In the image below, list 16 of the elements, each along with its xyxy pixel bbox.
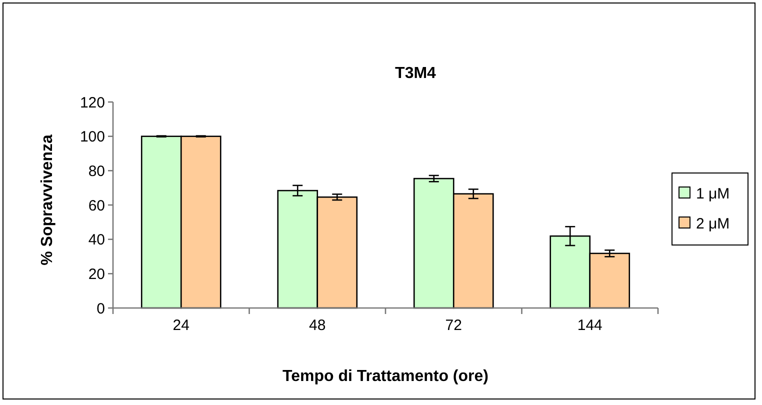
- y-tick-label: 60: [88, 197, 105, 214]
- x-tick-label: 24: [172, 317, 190, 334]
- y-tick-label: 120: [80, 94, 105, 112]
- y-tick-label: 40: [88, 232, 105, 249]
- x-tick-label: 72: [445, 317, 462, 334]
- x-axis-title: Tempo di Trattamento (ore): [282, 368, 488, 385]
- y-tick-label: 100: [80, 128, 105, 146]
- y-tick-label: 20: [88, 266, 105, 283]
- legend-label: 2 μM: [696, 215, 730, 232]
- x-tick-label: 48: [309, 317, 326, 334]
- y-tick-label: 80: [88, 162, 105, 180]
- y-axis-title: % Sopravvivenza: [39, 134, 56, 266]
- legend-label: 1 μM: [696, 185, 730, 202]
- chart-title: T3M4: [395, 65, 436, 82]
- y-tick-label: 0: [96, 300, 105, 318]
- x-tick-label: 144: [577, 317, 602, 334]
